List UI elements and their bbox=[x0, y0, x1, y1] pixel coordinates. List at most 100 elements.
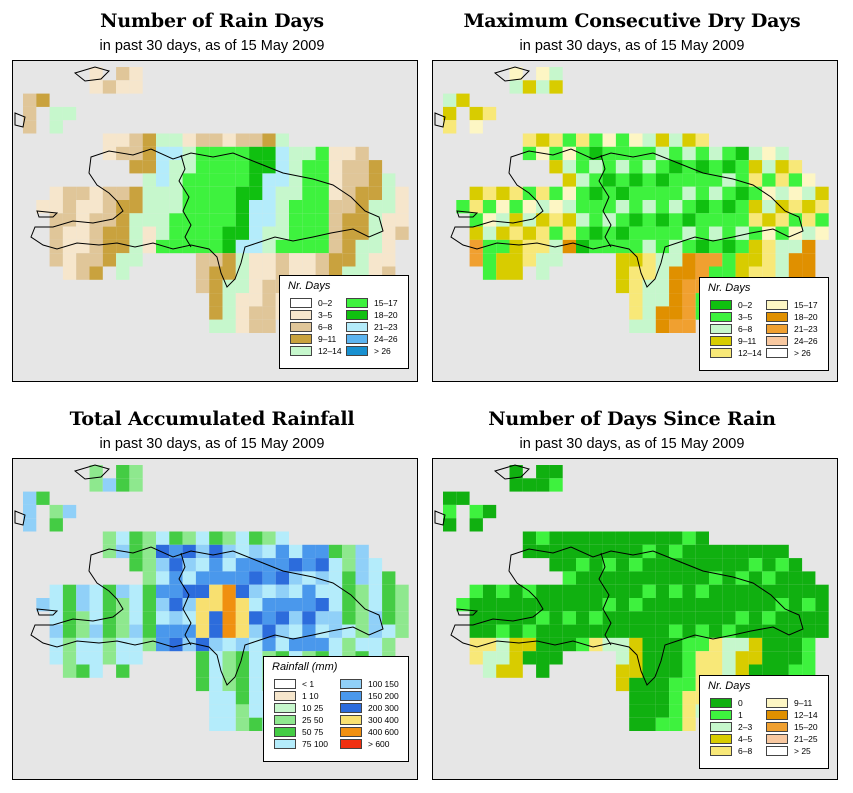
grid-cell bbox=[156, 544, 170, 559]
grid-cell bbox=[249, 717, 263, 731]
grid-cell bbox=[156, 186, 170, 200]
grid-cell bbox=[722, 239, 736, 254]
grid-cell bbox=[302, 584, 316, 598]
grid-cell bbox=[129, 651, 143, 665]
grid-cell bbox=[629, 226, 643, 240]
grid-cell bbox=[669, 664, 683, 678]
grid-cell bbox=[655, 651, 670, 665]
grid-cell bbox=[629, 133, 643, 147]
grid-cell bbox=[602, 160, 616, 174]
grid-cell bbox=[615, 611, 630, 625]
legend-swatch bbox=[274, 679, 296, 689]
grid-cell bbox=[669, 266, 683, 280]
grid-cell bbox=[669, 717, 683, 731]
grid-cell bbox=[576, 558, 590, 572]
grid-cell bbox=[89, 226, 103, 240]
grid-cell bbox=[195, 279, 210, 294]
legend-label: 21–23 bbox=[794, 324, 818, 334]
grid-cell bbox=[315, 584, 329, 598]
legend-swatch bbox=[766, 348, 788, 358]
grid-cell bbox=[262, 544, 276, 559]
grid-cell bbox=[669, 279, 683, 294]
grid-cell bbox=[695, 226, 709, 240]
grid-cell bbox=[562, 146, 576, 161]
grid-cell bbox=[549, 213, 563, 227]
grid-cell bbox=[748, 226, 763, 240]
grid-cell bbox=[142, 133, 156, 147]
grid-cell bbox=[209, 584, 223, 598]
grid-cell bbox=[496, 213, 510, 227]
legend-swatch bbox=[290, 298, 312, 308]
legend-swatch bbox=[290, 322, 312, 332]
grid-cell bbox=[289, 186, 303, 200]
grid-cell bbox=[722, 624, 736, 638]
grid-cell bbox=[762, 266, 776, 280]
legend-title: Nr. Days bbox=[288, 280, 331, 292]
grid-cell bbox=[762, 651, 776, 665]
grid-cell bbox=[748, 637, 763, 652]
grid-cell bbox=[76, 186, 90, 200]
grid-cell bbox=[156, 239, 170, 254]
grid-cell bbox=[142, 571, 156, 585]
grid-cell bbox=[209, 664, 223, 678]
grid-cell bbox=[456, 200, 470, 214]
grid-cell bbox=[315, 611, 329, 625]
grid-cell bbox=[102, 637, 117, 652]
grid-cell bbox=[602, 213, 616, 227]
grid-cell bbox=[142, 173, 156, 187]
grid-cell bbox=[629, 704, 643, 718]
grid-cell bbox=[615, 160, 630, 174]
grid-cell bbox=[735, 186, 749, 200]
grid-cell bbox=[642, 319, 656, 333]
grid-cell bbox=[695, 558, 709, 572]
grid-cell bbox=[102, 478, 117, 492]
legend-label: 400 600 bbox=[368, 727, 399, 737]
grid-cell bbox=[275, 253, 289, 267]
grid-cell bbox=[509, 478, 523, 492]
grid-cell bbox=[49, 598, 63, 612]
grid-cell bbox=[235, 611, 250, 625]
legend-title: Nr. Days bbox=[708, 680, 751, 692]
grid-cell bbox=[368, 226, 383, 240]
legend-label: 1 10 bbox=[302, 691, 319, 701]
legend-label: 0–2 bbox=[318, 298, 333, 308]
grid-cell bbox=[382, 186, 396, 200]
grid-cell bbox=[775, 160, 789, 174]
grid-cell bbox=[262, 598, 276, 612]
legend-label: 15–20 bbox=[794, 722, 818, 732]
grid-cell bbox=[482, 213, 497, 227]
grid-cell bbox=[116, 133, 130, 147]
grid-cell bbox=[222, 704, 236, 718]
grid-cell bbox=[49, 637, 63, 652]
grid-cell bbox=[116, 651, 130, 665]
grid-cell bbox=[695, 239, 709, 254]
grid-cell bbox=[509, 239, 523, 254]
grid-cell bbox=[669, 186, 683, 200]
grid-cell bbox=[302, 186, 316, 200]
grid-cell bbox=[235, 146, 250, 161]
grid-cell bbox=[562, 239, 576, 254]
grid-cell bbox=[589, 213, 603, 227]
grid-cell bbox=[315, 637, 329, 652]
grid-cell bbox=[482, 239, 497, 254]
grid-cell bbox=[655, 704, 670, 718]
legend-label: 6–8 bbox=[738, 324, 753, 334]
grid-cell bbox=[116, 186, 130, 200]
legend-swatch bbox=[340, 703, 362, 713]
grid-cell bbox=[102, 239, 117, 254]
grid-cell bbox=[195, 186, 210, 200]
grid-cell bbox=[682, 717, 696, 731]
grid-cell bbox=[722, 544, 736, 559]
grid-cell bbox=[142, 226, 156, 240]
grid-cell bbox=[602, 624, 616, 638]
grid-cell bbox=[302, 598, 316, 612]
grid-cell bbox=[209, 598, 223, 612]
grid-cell bbox=[536, 624, 550, 638]
grid-cell bbox=[249, 239, 263, 254]
grid-cell bbox=[169, 133, 183, 147]
grid-cell bbox=[195, 266, 210, 280]
grid-cell bbox=[655, 226, 670, 240]
grid-cell bbox=[735, 253, 749, 267]
grid-cell bbox=[695, 266, 709, 280]
grid-cell bbox=[536, 637, 550, 652]
